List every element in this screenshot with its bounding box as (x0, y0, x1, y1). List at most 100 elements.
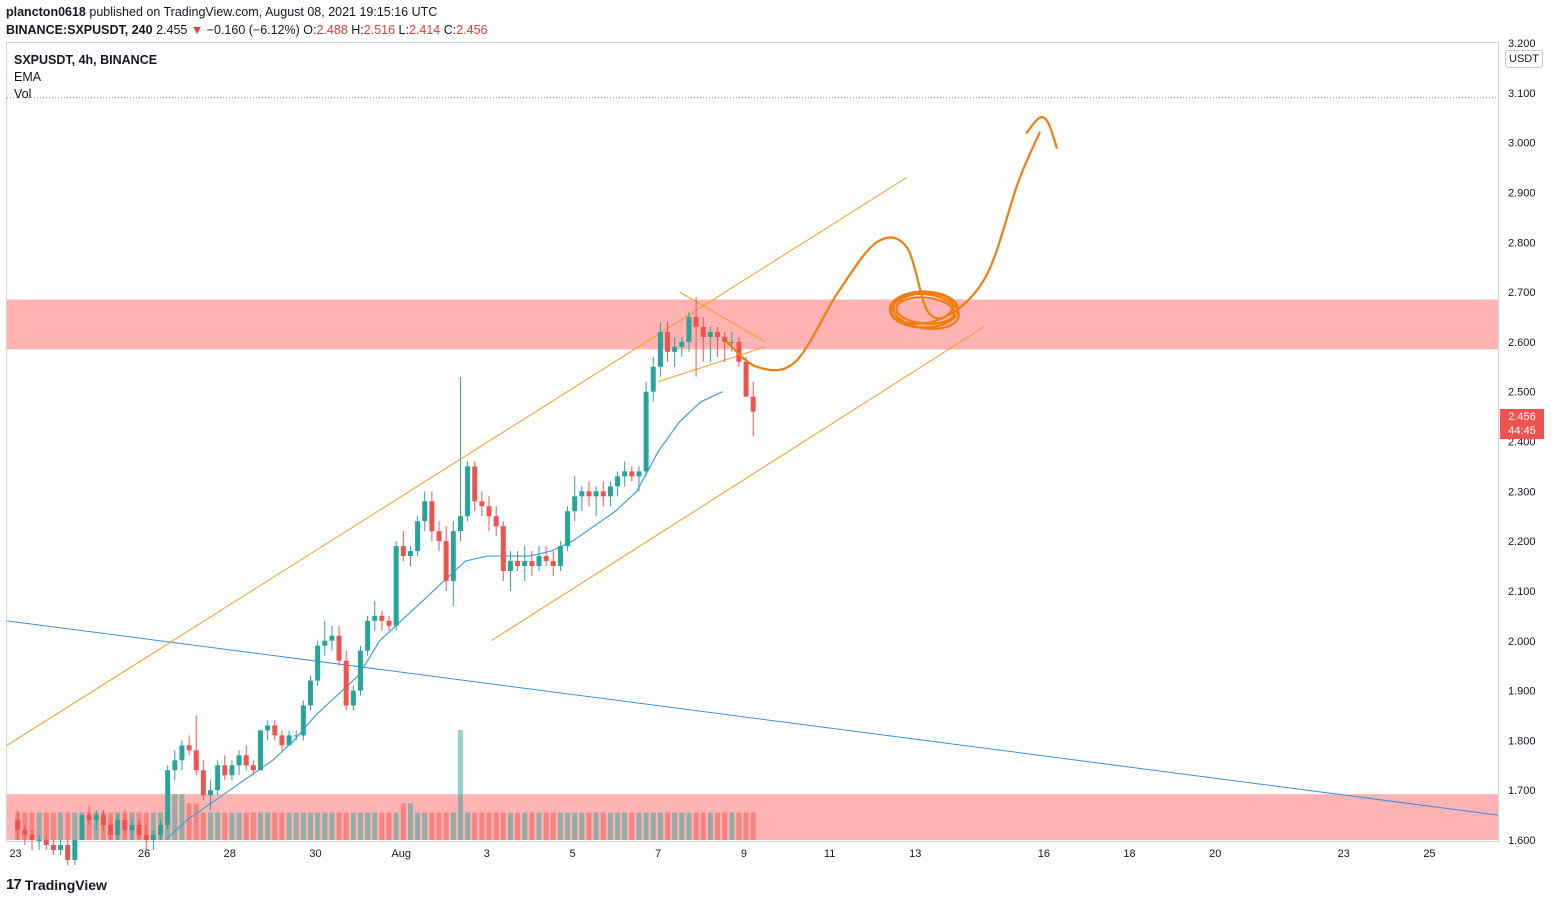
triangle-line (679, 291, 766, 343)
candle-body (108, 825, 114, 836)
triangle-line (658, 346, 766, 383)
volume-bar (322, 812, 328, 840)
candle (436, 521, 442, 552)
candle (700, 316, 706, 362)
candle (272, 720, 278, 741)
candle (515, 551, 521, 572)
candle (329, 625, 335, 651)
candle-body (536, 556, 542, 567)
candle-body (586, 491, 592, 497)
candle-body (58, 844, 64, 850)
candle (250, 760, 256, 776)
volume-bar (722, 812, 728, 840)
candle-body (729, 341, 735, 343)
volume-bar (415, 812, 421, 840)
tradingview-logo-icon: 17 (6, 876, 22, 893)
candle (529, 551, 535, 576)
volume-bar (193, 803, 199, 840)
channel-upper-line (6, 177, 908, 746)
published-header: plancton0618 published on TradingView.co… (6, 4, 437, 20)
currency-badge[interactable]: USDT (1505, 50, 1543, 68)
candle-body (158, 825, 164, 836)
candle-body (465, 466, 471, 517)
candle (686, 311, 692, 352)
high-label: H: (351, 23, 364, 37)
high-value: 2.516 (363, 23, 396, 37)
candle-body (600, 491, 606, 497)
candle-body (122, 820, 128, 831)
candle-body (315, 645, 321, 681)
volume-bar (250, 812, 256, 840)
volume-bar (365, 812, 371, 840)
candle-body (650, 366, 656, 392)
candle-body (665, 331, 671, 352)
volume-bar (679, 812, 685, 840)
candle-body (700, 326, 706, 337)
footer-brand[interactable]: 17 TradingView (6, 876, 107, 893)
x-axis-tick-label: 20 (1209, 848, 1221, 860)
candle (22, 825, 28, 845)
volume-bar (593, 812, 599, 840)
candle (357, 645, 363, 696)
candle (36, 835, 42, 850)
candle (600, 481, 606, 507)
volume-bar (486, 812, 492, 840)
candle (493, 506, 499, 537)
candle-body (65, 844, 71, 860)
candle (279, 730, 285, 751)
volume-bar (515, 812, 521, 840)
candle-body (715, 331, 721, 337)
volume-bar (436, 812, 442, 840)
candle (736, 336, 742, 367)
candle (322, 620, 328, 656)
volume-bar (665, 812, 671, 840)
volume-bar (236, 812, 242, 840)
candle-body (607, 486, 613, 497)
y-axis-tick-label: 3.100 (1508, 88, 1536, 100)
legend-vol[interactable]: Vol (14, 87, 32, 101)
candle-body (679, 341, 685, 347)
candle (415, 516, 421, 557)
candle (108, 820, 114, 840)
price-change: −0.160 (−6.12%) (206, 23, 300, 37)
candle-body (493, 516, 499, 527)
candle (693, 297, 699, 377)
volume-bar (622, 812, 628, 840)
candle (707, 326, 713, 362)
candle (536, 546, 542, 572)
candle (208, 780, 214, 811)
volume-bar (550, 812, 556, 840)
author-name[interactable]: plancton0618 (6, 5, 86, 19)
candle (422, 491, 428, 532)
legend-title[interactable]: SXPUSDT, 4h, BINANCE (14, 53, 158, 67)
ohlc-line: BINANCE:SXPUSDT, 240 2.455 ▼ −0.160 (−6.… (6, 22, 488, 38)
candle-body (300, 705, 306, 736)
candle-body (565, 511, 571, 547)
candle (379, 610, 385, 631)
volume-bar (636, 812, 642, 840)
candle-body (286, 735, 292, 746)
volume-bar (222, 812, 228, 840)
candle (615, 471, 621, 497)
volume-bar (572, 812, 578, 840)
legend-ema[interactable]: EMA (14, 70, 42, 84)
volume-bar (443, 812, 449, 840)
x-axis-tick-label: 3 (484, 848, 490, 860)
candle (672, 336, 678, 367)
blue-trendline (6, 620, 1499, 816)
candle (622, 461, 628, 487)
chart-panel[interactable] (6, 42, 1499, 842)
volume-bar (743, 812, 749, 840)
volume-bar (315, 812, 321, 840)
y-axis-tick-label: 2.500 (1508, 387, 1536, 399)
volume-bar (200, 812, 206, 840)
candle (343, 650, 349, 711)
candle (222, 755, 228, 781)
candle (143, 825, 149, 850)
y-axis-tick-label: 1.700 (1508, 785, 1536, 797)
volume-bar (265, 812, 271, 840)
volume-bar (50, 812, 56, 840)
candle (479, 491, 485, 517)
candle-body (407, 551, 413, 557)
